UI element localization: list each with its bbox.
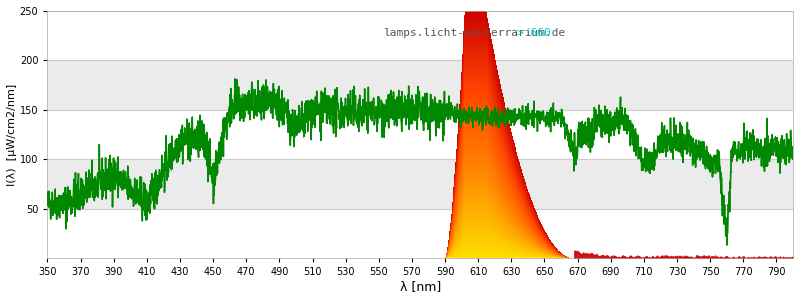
Y-axis label: I(λ)  [μW/cm2/nm]: I(λ) [μW/cm2/nm] — [7, 83, 17, 186]
Bar — [47, 159, 793, 209]
Bar — [47, 209, 793, 258]
Bar — [47, 11, 793, 60]
Bar — [47, 110, 793, 159]
X-axis label: λ [nm]: λ [nm] — [399, 280, 441, 293]
Text: lamps.licht-im-terrarium.de: lamps.licht-im-terrarium.de — [383, 28, 565, 38]
Bar — [47, 60, 793, 110]
Text: > 660: > 660 — [517, 28, 551, 38]
